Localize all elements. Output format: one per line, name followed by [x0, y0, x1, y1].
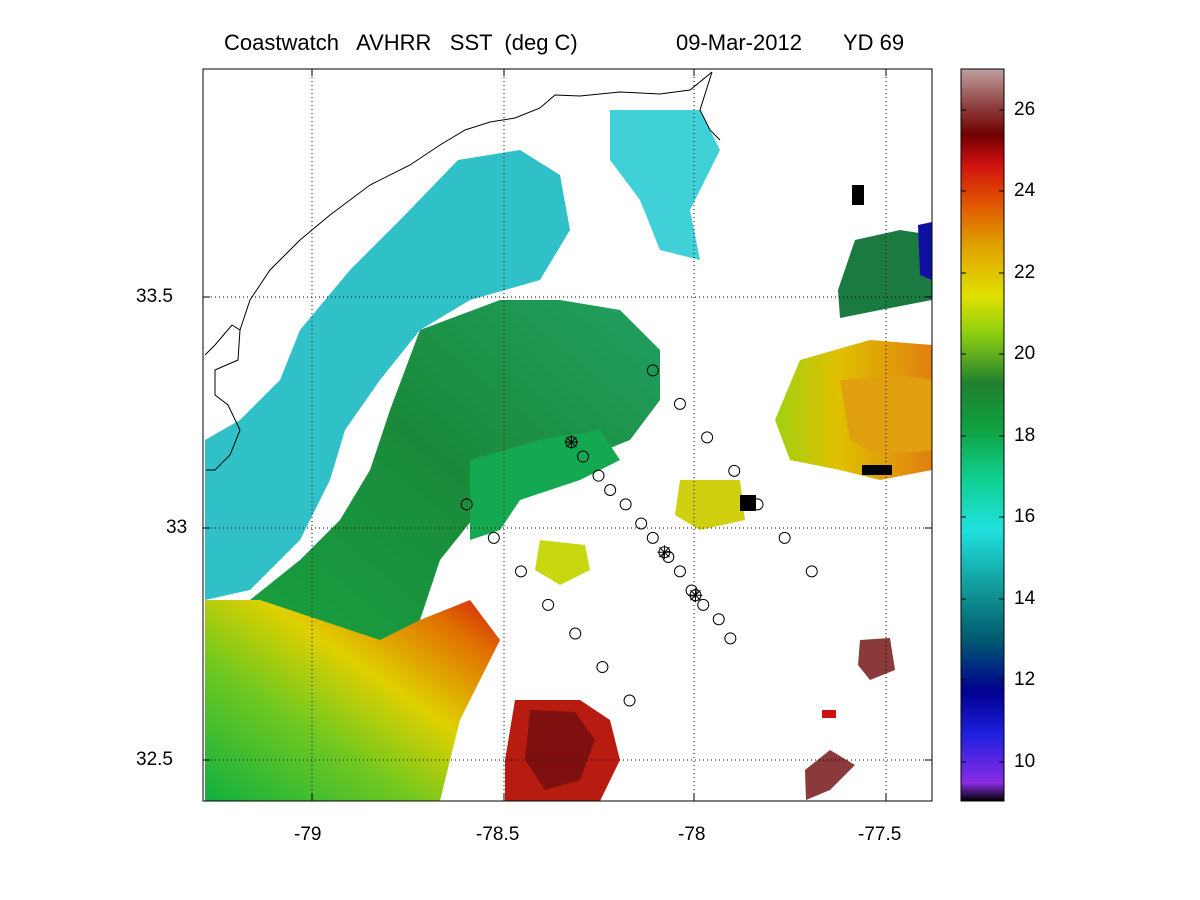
colorbar-ticks: [961, 109, 1004, 763]
sst-dark-core: [525, 710, 595, 790]
colorbar: [960, 68, 1005, 802]
station-marker: [662, 551, 675, 563]
station-marker: [569, 627, 582, 640]
lon-tick-label: -78: [678, 824, 706, 845]
station-marker: [778, 531, 791, 544]
sst-yellow-blob-2: [675, 480, 745, 530]
sst-cyan-north: [205, 150, 570, 600]
station-marker: [805, 565, 818, 578]
map-frame: [202, 68, 933, 802]
station-marker: [751, 498, 764, 511]
station-star-marker: [657, 545, 672, 560]
colorbar-tick-label: 24: [1014, 180, 1036, 201]
colorbar-tick-label: 14: [1014, 588, 1036, 609]
sst-brown-east-2: [805, 750, 855, 800]
axis-ticks: [203, 69, 932, 801]
station-marker: [542, 598, 555, 611]
map-yearday: YD 69: [843, 30, 905, 55]
grid-lines: [203, 69, 932, 801]
station-markers: [460, 364, 818, 707]
sst-darkgreen-ne: [838, 230, 932, 318]
colorbar-tick-label: 20: [1014, 343, 1036, 364]
colorbar-tick-label: 18: [1014, 425, 1036, 446]
station-marker: [487, 531, 500, 544]
station-marker: [619, 498, 632, 511]
sst-speck-1: [822, 710, 836, 718]
lon-tick-label: -79: [294, 824, 322, 845]
station-marker: [646, 531, 659, 544]
sst-yellow-blob: [535, 540, 590, 585]
station-marker: [646, 364, 659, 377]
map-date: 09-Mar-2012: [676, 30, 802, 55]
sst-brown-east: [858, 638, 895, 680]
lat-tick-label: 33: [166, 517, 188, 538]
station-marker: [623, 694, 636, 707]
coastline: [204, 71, 721, 471]
station-marker: [728, 464, 741, 477]
sst-green-shelf: [470, 430, 620, 540]
station-marker: [596, 661, 609, 674]
sst-blue-ne: [918, 222, 932, 280]
station-marker: [701, 431, 714, 444]
lat-tick-label: 33.5: [136, 286, 173, 307]
colorbar-tick-label: 22: [1014, 262, 1036, 283]
station-marker: [673, 565, 686, 578]
colorbar-tick-label: 26: [1014, 99, 1036, 120]
station-marker: [460, 498, 473, 511]
station-marker: [697, 598, 710, 611]
sst-speck-4: [862, 465, 892, 475]
station-star-marker: [564, 435, 579, 450]
station-marker: [592, 469, 605, 482]
lon-tick-label: -78.5: [476, 824, 520, 845]
sst-cyan-coast: [610, 110, 720, 260]
station-marker: [724, 632, 737, 645]
station-marker: [673, 397, 686, 410]
colorbar-tick-label: 16: [1014, 506, 1036, 527]
sst-green-mid: [250, 300, 660, 640]
sst-east-patch: [840, 375, 932, 455]
lat-tick-label: 32.5: [136, 749, 173, 770]
station-marker: [604, 484, 617, 497]
sst-field: [205, 110, 932, 801]
station-marker: [577, 450, 590, 463]
station-marker: [514, 565, 527, 578]
sst-warm-southwest: [205, 600, 500, 801]
station-star-marker: [688, 588, 703, 603]
map-title: Coastwatch AVHRR SST (deg C): [224, 30, 578, 55]
colorbar-tick-label: 12: [1014, 669, 1036, 690]
colorbar-tick-label: 10: [1014, 751, 1036, 772]
station-marker: [712, 613, 725, 626]
lon-tick-label: -77.5: [858, 824, 902, 845]
sst-speck-2: [740, 495, 756, 511]
station-marker: [635, 517, 648, 530]
sst-speck-3: [852, 185, 864, 205]
